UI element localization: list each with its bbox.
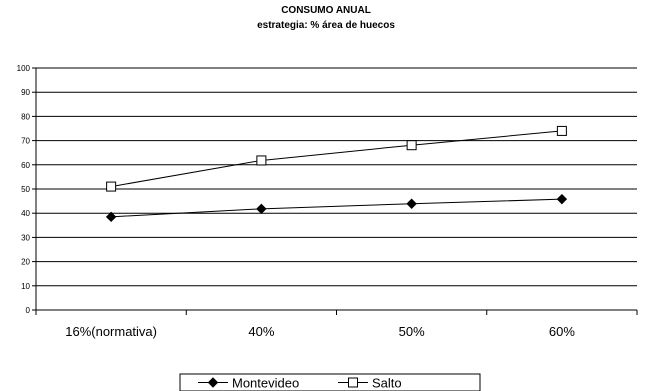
legend-entry-salto: Salto <box>338 376 402 391</box>
data-point-salto-0 <box>106 181 117 192</box>
x-tick-labels: 16%(normativa) 40% 50% 60% <box>65 324 575 339</box>
data-point-montevideo-1 <box>256 203 267 215</box>
legend-box <box>179 373 481 391</box>
data-point-salto-2 <box>406 140 417 151</box>
legend-entry-montevideo: Montevideo <box>198 376 299 391</box>
y-tick-label-30: 30 <box>21 233 30 242</box>
y-tick-label-80: 80 <box>21 112 30 121</box>
data-point-salto-1 <box>256 155 267 166</box>
x-tick-label-0: 16%(normativa) <box>65 324 157 339</box>
y-tick-labels: 0 10 20 30 40 50 60 70 80 90 100 <box>17 64 31 315</box>
y-tick-label-40: 40 <box>21 209 30 218</box>
y-tick-label-50: 50 <box>21 185 30 194</box>
series-line-salto <box>111 130 562 188</box>
x-tick-label-3: 60% <box>549 324 575 339</box>
data-series <box>105 125 568 223</box>
y-tick-label-20: 20 <box>21 258 30 267</box>
data-point-montevideo-3 <box>556 193 568 205</box>
legend-label-salto: Salto <box>372 376 402 391</box>
y-tick-label-90: 90 <box>21 88 30 97</box>
y-tick-label-10: 10 <box>21 282 30 291</box>
legend-marker-salto <box>348 377 358 388</box>
series-salto <box>106 125 567 192</box>
data-point-montevideo-2 <box>406 198 417 209</box>
legend-label-montevideo: Montevideo <box>232 376 299 391</box>
legend-marker-montevideo <box>207 377 219 388</box>
x-tick-label-2: 50% <box>399 324 425 339</box>
data-point-montevideo-0 <box>105 211 117 223</box>
gridlines <box>36 67 637 287</box>
axes <box>32 67 638 315</box>
y-tick-label-60: 60 <box>21 161 30 170</box>
x-tick-label-1: 40% <box>248 324 274 339</box>
data-point-salto-3 <box>556 125 567 136</box>
chart-subtitle: estrategia: % área de huecos <box>257 20 395 31</box>
y-tick-label-0: 0 <box>26 306 31 315</box>
y-tick-label-100: 100 <box>17 64 31 73</box>
series-montevideo <box>105 193 568 223</box>
series-line-montevideo <box>111 198 562 218</box>
legend: Montevideo Salto <box>179 373 481 391</box>
chart-title: CONSUMO ANUAL <box>281 5 371 16</box>
y-tick-label-70: 70 <box>21 137 30 146</box>
